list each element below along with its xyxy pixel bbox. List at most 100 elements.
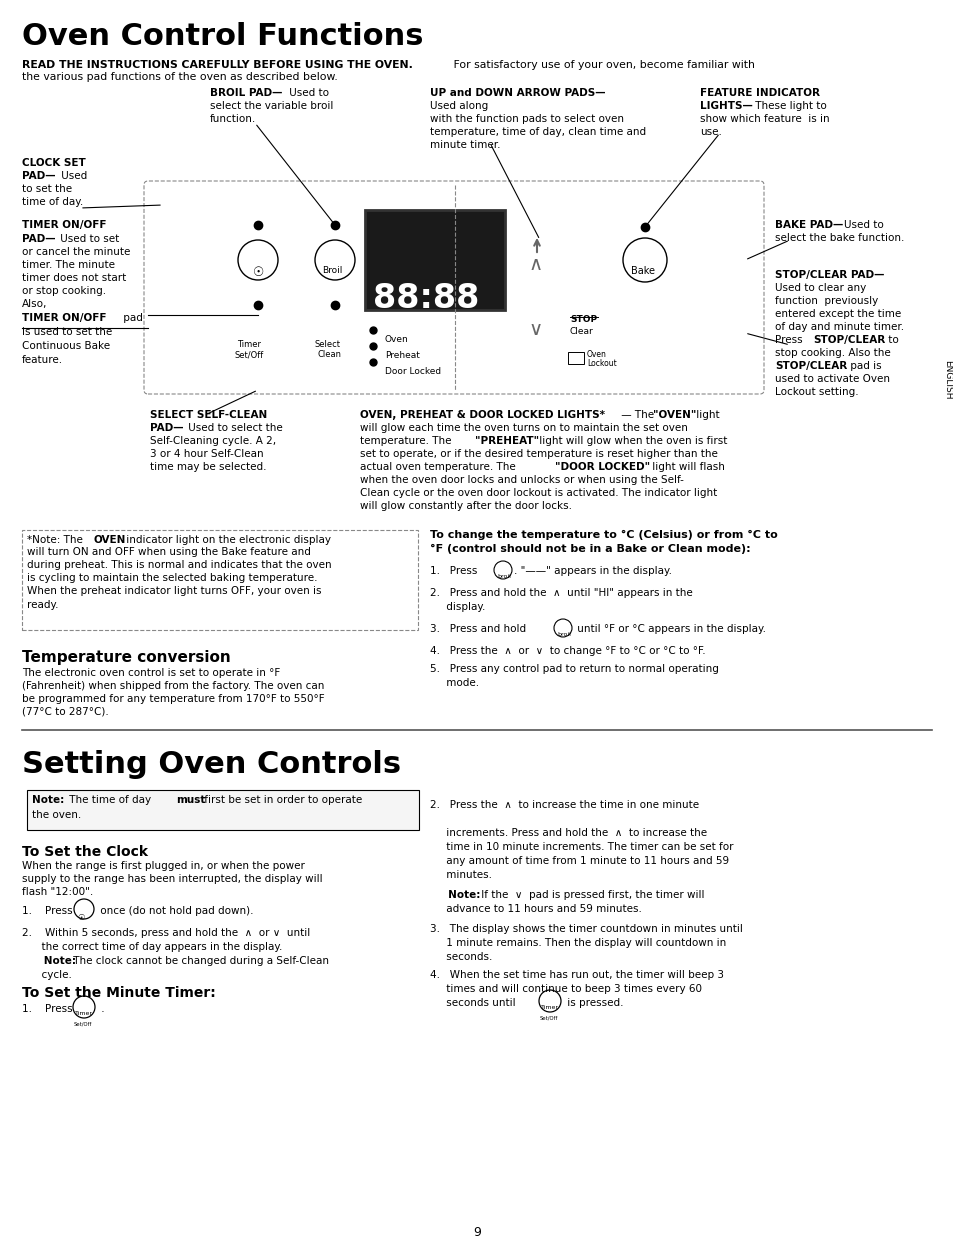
Text: UP and DOWN ARROW PADS—: UP and DOWN ARROW PADS—: [430, 88, 605, 98]
Text: show which feature  is in: show which feature is in: [700, 114, 829, 124]
Text: broil: broil: [497, 574, 511, 579]
Text: Setting Oven Controls: Setting Oven Controls: [22, 750, 400, 779]
Text: or cancel the minute: or cancel the minute: [22, 247, 131, 256]
Text: minutes.: minutes.: [430, 870, 492, 880]
Text: STOP/CLEAR: STOP/CLEAR: [812, 335, 884, 344]
Text: to: to: [884, 335, 898, 344]
Text: When the preheat indicator light turns OFF, your oven is: When the preheat indicator light turns O…: [27, 586, 321, 596]
Text: during preheat. This is normal and indicates that the oven: during preheat. This is normal and indic…: [27, 560, 332, 570]
Text: until °F or °C appears in the display.: until °F or °C appears in the display.: [574, 624, 765, 634]
Text: or stop cooking.: or stop cooking.: [22, 286, 106, 296]
Text: first be set in order to operate: first be set in order to operate: [201, 795, 362, 805]
Text: Clean: Clean: [317, 349, 341, 359]
Text: Timer: Timer: [540, 1005, 558, 1010]
Text: function  previously: function previously: [774, 296, 878, 306]
Text: Also,: Also,: [22, 299, 48, 309]
Text: mode.: mode.: [430, 678, 478, 688]
Text: Used to: Used to: [286, 88, 329, 98]
Text: 3.   Press and hold: 3. Press and hold: [430, 624, 525, 634]
Text: Lockout setting.: Lockout setting.: [774, 387, 858, 396]
Text: flash "12:00".: flash "12:00".: [22, 887, 93, 897]
Text: 2.    Within 5 seconds, press and hold the  ∧  or ∨  until: 2. Within 5 seconds, press and hold the …: [22, 928, 310, 938]
Text: Used to set: Used to set: [57, 234, 119, 244]
Text: . "——" appears in the display.: . "——" appears in the display.: [514, 566, 671, 576]
Text: the correct time of day appears in the display.: the correct time of day appears in the d…: [22, 942, 282, 952]
Text: broil: broil: [557, 632, 570, 637]
Text: STOP/CLEAR: STOP/CLEAR: [774, 361, 846, 370]
Text: Timer: Timer: [236, 339, 261, 349]
Text: The time of day: The time of day: [66, 795, 154, 805]
Text: will turn ON and OFF when using the Bake feature and: will turn ON and OFF when using the Bake…: [27, 546, 311, 558]
Text: increments. Press and hold the  ∧  to increase the: increments. Press and hold the ∧ to incr…: [430, 828, 706, 838]
Text: Lockout: Lockout: [586, 359, 616, 368]
Text: is cycling to maintain the selected baking temperature.: is cycling to maintain the selected baki…: [27, 572, 317, 584]
Text: Self-Cleaning cycle. A 2,: Self-Cleaning cycle. A 2,: [150, 436, 275, 446]
Text: Used along: Used along: [430, 102, 488, 112]
Text: supply to the range has been interrupted, the display will: supply to the range has been interrupted…: [22, 873, 322, 883]
Text: display.: display.: [430, 602, 485, 612]
Text: 1.    Press: 1. Press: [22, 906, 72, 916]
Text: Clear: Clear: [569, 327, 593, 336]
Text: to set the: to set the: [22, 185, 72, 195]
Text: When the range is first plugged in, or when the power: When the range is first plugged in, or w…: [22, 861, 305, 871]
Text: .: .: [98, 1004, 105, 1014]
Text: 3 or 4 hour Self-Clean: 3 or 4 hour Self-Clean: [150, 449, 263, 458]
Text: Select: Select: [314, 339, 340, 349]
Text: Set/Off: Set/Off: [539, 1015, 558, 1020]
Text: will glow constantly after the door locks.: will glow constantly after the door lock…: [359, 501, 572, 510]
Text: indicator light on the electronic display: indicator light on the electronic displa…: [123, 535, 331, 545]
Text: PAD—: PAD—: [150, 422, 183, 432]
Text: Oven Control Functions: Oven Control Functions: [22, 22, 423, 51]
Text: Set/Off: Set/Off: [74, 1021, 92, 1026]
Text: temperature. The: temperature. The: [359, 436, 455, 446]
Text: READ THE INSTRUCTIONS CAREFULLY BEFORE USING THE OVEN.: READ THE INSTRUCTIONS CAREFULLY BEFORE U…: [22, 59, 413, 69]
Text: advance to 11 hours and 59 minutes.: advance to 11 hours and 59 minutes.: [430, 904, 641, 914]
Text: Used to clear any: Used to clear any: [774, 282, 865, 292]
Text: pad: pad: [120, 313, 143, 323]
Text: will glow each time the oven turns on to maintain the set oven: will glow each time the oven turns on to…: [359, 422, 687, 432]
Text: 1 minute remains. Then the display will countdown in: 1 minute remains. Then the display will …: [430, 938, 725, 948]
Text: "OVEN": "OVEN": [652, 410, 696, 420]
Text: is used to set the: is used to set the: [22, 327, 112, 337]
Text: 2.   Press the  ∧  to increase the time in one minute: 2. Press the ∧ to increase the time in o…: [430, 800, 699, 810]
Text: minute timer.: minute timer.: [430, 140, 500, 150]
Text: seconds.: seconds.: [430, 952, 492, 961]
Text: "PREHEAT": "PREHEAT": [475, 436, 538, 446]
Text: To Set the Minute Timer:: To Set the Minute Timer:: [22, 986, 215, 1000]
Text: 88:88: 88:88: [373, 282, 478, 315]
Text: 2.   Press and hold the  ∧  until "HI" appears in the: 2. Press and hold the ∧ until "HI" appea…: [430, 589, 692, 598]
Text: Used to: Used to: [843, 221, 882, 230]
Text: (77°C to 287°C).: (77°C to 287°C).: [22, 707, 109, 717]
Text: be programmed for any temperature from 170°F to 550°F: be programmed for any temperature from 1…: [22, 694, 324, 704]
Text: 1.   Press: 1. Press: [430, 566, 476, 576]
Text: when the oven door locks and unlocks or when using the Self-: when the oven door locks and unlocks or …: [359, 475, 683, 484]
Text: Clean cycle or the oven door lockout is activated. The indicator light: Clean cycle or the oven door lockout is …: [359, 488, 717, 498]
Text: any amount of time from 1 minute to 11 hours and 59: any amount of time from 1 minute to 11 h…: [430, 856, 728, 866]
Text: PAD—: PAD—: [22, 171, 55, 181]
Text: light will flash: light will flash: [648, 462, 724, 472]
Text: LIGHTS—: LIGHTS—: [700, 102, 752, 112]
Text: 4.   Press the  ∧  or  ∨  to change °F to °C or °C to °F.: 4. Press the ∧ or ∨ to change °F to °C o…: [430, 646, 705, 655]
Text: °F (control should not be in a Bake or Clean mode):: °F (control should not be in a Bake or C…: [430, 544, 750, 554]
Text: Used to select the: Used to select the: [185, 422, 282, 432]
Text: *Note: The: *Note: The: [27, 535, 86, 545]
Text: Continuous Bake: Continuous Bake: [22, 341, 110, 351]
Text: the various pad functions of the oven as described below.: the various pad functions of the oven as…: [22, 72, 337, 82]
Bar: [365, 209, 504, 310]
Text: Preheat: Preheat: [385, 351, 419, 361]
Text: is pressed.: is pressed.: [563, 997, 623, 1009]
Text: ∧: ∧: [527, 255, 541, 274]
Text: pad is: pad is: [846, 361, 881, 370]
Text: (Fahrenheit) when shipped from the factory. The oven can: (Fahrenheit) when shipped from the facto…: [22, 681, 324, 691]
Text: Press: Press: [774, 335, 805, 344]
Text: use.: use.: [700, 128, 721, 138]
Text: BAKE PAD—: BAKE PAD—: [774, 221, 842, 230]
Text: used to activate Oven: used to activate Oven: [774, 374, 889, 384]
Text: select the variable broil: select the variable broil: [210, 102, 333, 112]
Text: feature.: feature.: [22, 356, 63, 366]
Text: time of day.: time of day.: [22, 197, 83, 207]
Text: Temperature conversion: Temperature conversion: [22, 650, 231, 665]
Text: To Set the Clock: To Set the Clock: [22, 845, 148, 859]
Text: Note:: Note:: [32, 795, 64, 805]
Text: Oven: Oven: [385, 335, 408, 344]
